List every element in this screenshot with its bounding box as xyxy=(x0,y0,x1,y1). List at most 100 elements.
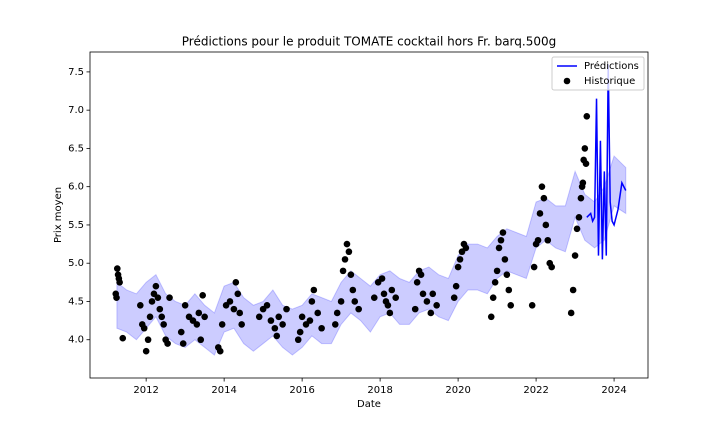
history-point xyxy=(160,321,167,328)
history-point xyxy=(423,298,431,305)
history-point xyxy=(146,313,154,321)
history-point xyxy=(142,347,150,355)
history-point xyxy=(581,145,589,152)
history-point xyxy=(544,236,552,244)
history-point xyxy=(318,324,325,332)
x-tick-label: 2024 xyxy=(601,385,626,396)
history-point xyxy=(534,236,542,244)
history-point xyxy=(427,309,435,317)
history-point xyxy=(503,271,511,278)
history-point xyxy=(113,294,120,301)
history-point xyxy=(493,267,501,275)
history-point xyxy=(201,313,208,321)
history-point xyxy=(536,210,544,217)
history-point xyxy=(310,286,318,294)
history-point xyxy=(255,313,263,321)
y-tick-label: 5.5 xyxy=(68,220,84,231)
y-tick-label: 6.5 xyxy=(68,143,84,154)
history-point xyxy=(577,194,585,202)
history-point xyxy=(497,236,505,244)
history-point xyxy=(148,298,156,305)
history-point xyxy=(156,305,164,313)
history-point xyxy=(193,321,201,328)
history-point xyxy=(429,290,437,298)
x-tick-label: 2018 xyxy=(367,385,392,396)
history-point xyxy=(179,340,187,347)
prediction-line xyxy=(586,64,627,260)
history-point xyxy=(343,240,351,248)
history-point xyxy=(456,256,464,263)
history-point xyxy=(308,298,316,305)
history-point xyxy=(306,317,314,324)
y-tick-label: 4.0 xyxy=(68,335,84,346)
history-point xyxy=(345,248,353,256)
history-point xyxy=(349,286,357,294)
history-point xyxy=(507,302,515,309)
y-axis-label: Prix moyen xyxy=(53,187,64,243)
history-point xyxy=(454,263,462,271)
history-point xyxy=(267,317,275,324)
history-point xyxy=(152,282,160,290)
y-tick-label: 7.5 xyxy=(68,67,84,78)
history-point xyxy=(113,265,121,272)
legend-marker xyxy=(563,77,571,85)
history-point xyxy=(296,328,304,336)
history-point xyxy=(298,313,306,321)
history-point xyxy=(411,305,419,313)
history-point xyxy=(181,302,189,309)
history-point xyxy=(234,290,242,298)
history-point xyxy=(351,298,359,305)
history-point xyxy=(419,290,427,298)
x-tick-label: 2022 xyxy=(523,385,548,396)
history-point xyxy=(140,324,148,332)
history-point xyxy=(392,294,400,301)
y-tick-label: 6.0 xyxy=(68,182,84,193)
history-point xyxy=(177,328,185,336)
history-point xyxy=(452,282,460,290)
history-point xyxy=(548,263,555,271)
history-point xyxy=(230,305,238,313)
history-point xyxy=(491,279,499,286)
history-point xyxy=(569,286,577,294)
history-point xyxy=(450,294,458,301)
legend-label: Prédictions xyxy=(584,60,639,72)
history-point xyxy=(386,309,394,317)
history-point xyxy=(154,294,162,301)
history-point xyxy=(384,302,392,309)
history-point xyxy=(199,292,206,299)
history-point xyxy=(542,221,550,229)
history-point xyxy=(158,313,166,321)
history-point xyxy=(530,263,538,271)
x-tick-label: 2014 xyxy=(211,385,236,396)
y-tick-label: 4.5 xyxy=(68,296,84,307)
history-point xyxy=(378,275,386,282)
history-point xyxy=(567,309,575,317)
history-point xyxy=(119,334,127,342)
history-point xyxy=(380,290,388,298)
x-tick-label: 2016 xyxy=(289,385,314,396)
history-point xyxy=(226,298,234,305)
history-point xyxy=(195,309,203,317)
history-point xyxy=(489,294,497,301)
history-point xyxy=(166,294,173,301)
history-point xyxy=(495,244,503,252)
history-point xyxy=(144,336,152,344)
history-point xyxy=(583,112,591,120)
x-axis-label: Date xyxy=(357,399,381,410)
history-point xyxy=(137,302,144,309)
history-point xyxy=(331,321,339,328)
history-point xyxy=(218,321,226,328)
history-point xyxy=(505,286,513,294)
history-point xyxy=(499,229,507,236)
history-point xyxy=(271,324,279,332)
history-point xyxy=(279,321,286,328)
legend-label: Historique xyxy=(584,76,635,87)
history-point xyxy=(540,194,548,202)
history-point xyxy=(337,298,345,305)
history-point xyxy=(528,302,536,309)
history-point xyxy=(571,252,579,259)
history-point xyxy=(116,279,123,286)
y-tick-label: 5.0 xyxy=(68,258,84,269)
chart-title: Prédictions pour le produit TOMATE cockt… xyxy=(182,35,556,49)
